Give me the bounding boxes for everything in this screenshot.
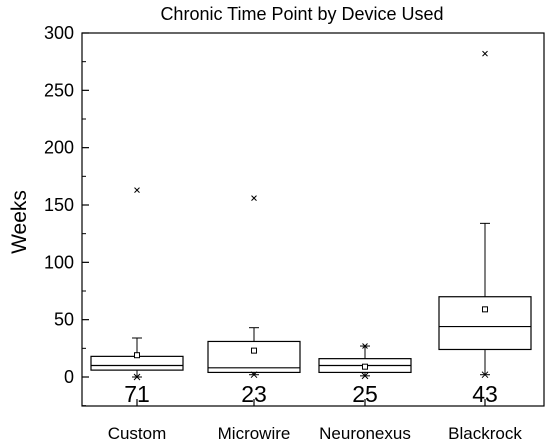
sample-size-label: 25 [352, 381, 378, 407]
y-tick-label: 200 [44, 138, 74, 158]
sample-size-label: 71 [124, 381, 150, 407]
y-tick-label: 50 [54, 310, 74, 330]
min-marker [250, 371, 258, 379]
plot-area-frame [81, 32, 545, 407]
max-marker [482, 50, 488, 57]
box-mean-marker [251, 347, 257, 354]
y-axis-label: Weeks [8, 190, 31, 254]
x-tick-label: Neuronexus [319, 424, 411, 443]
x-tick-label: Blackrock [448, 424, 522, 443]
x-tick-label: Custom [108, 424, 167, 443]
y-tick-label: 0 [64, 367, 74, 387]
box-iqr [438, 296, 532, 351]
y-tick-label: 100 [44, 252, 74, 272]
x-tick-label: Microwire [218, 424, 291, 443]
box-mean-marker [482, 306, 488, 313]
max-marker [362, 343, 368, 349]
sample-size-label: 43 [472, 381, 498, 407]
y-tick-label: 150 [44, 195, 74, 215]
max-marker [251, 195, 257, 201]
y-tick-label: 250 [44, 80, 74, 100]
box-iqr [90, 355, 184, 371]
min-marker [481, 371, 489, 379]
sample-size-label: 23 [241, 381, 267, 407]
chart-title: Chronic Time Point by Device Used [160, 4, 443, 24]
min-marker [361, 372, 369, 380]
min-marker [133, 373, 141, 381]
max-marker [134, 187, 140, 193]
box-mean-marker [362, 363, 368, 370]
y-tick-label: 300 [44, 23, 74, 43]
box-mean-marker [134, 352, 140, 359]
